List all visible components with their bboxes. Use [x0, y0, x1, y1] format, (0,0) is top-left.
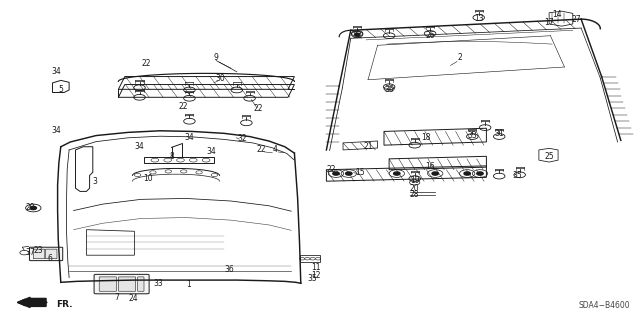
Text: 22: 22: [179, 102, 188, 111]
Text: 37: 37: [26, 248, 36, 256]
FancyBboxPatch shape: [94, 274, 149, 294]
Text: 24: 24: [128, 294, 138, 303]
FancyBboxPatch shape: [29, 247, 63, 261]
Text: 10: 10: [143, 174, 154, 183]
Circle shape: [333, 172, 339, 175]
Text: 12: 12: [311, 271, 320, 280]
Text: 36: 36: [224, 265, 234, 274]
Circle shape: [346, 172, 352, 175]
Text: 3: 3: [92, 177, 97, 186]
Text: 4: 4: [273, 145, 278, 154]
Text: 6: 6: [47, 254, 52, 263]
Text: 25: 25: [544, 152, 554, 161]
Text: SDA4−B4600: SDA4−B4600: [579, 301, 630, 310]
Text: 22: 22: [141, 59, 150, 68]
Text: 1: 1: [186, 280, 191, 289]
Text: 35: 35: [512, 171, 522, 180]
Text: 22: 22: [257, 145, 266, 154]
FancyBboxPatch shape: [45, 249, 57, 259]
Circle shape: [355, 33, 360, 36]
FancyBboxPatch shape: [99, 277, 116, 291]
Text: 23: 23: [33, 246, 44, 255]
Text: 17: 17: [544, 18, 554, 27]
Text: 26: 26: [425, 31, 435, 40]
FancyBboxPatch shape: [138, 277, 144, 291]
Text: 34: 34: [51, 67, 61, 76]
Text: 13: 13: [474, 14, 484, 23]
Text: 34: 34: [51, 126, 61, 135]
Text: 22: 22: [327, 165, 336, 174]
Text: 11: 11: [311, 263, 320, 272]
Text: 32: 32: [237, 134, 247, 143]
Text: 29: 29: [26, 203, 36, 212]
Text: 8: 8: [169, 152, 174, 161]
Text: 28: 28: [410, 190, 419, 199]
FancyBboxPatch shape: [118, 277, 136, 291]
Circle shape: [464, 172, 470, 175]
Text: 14: 14: [552, 10, 562, 19]
Text: 34: 34: [184, 133, 194, 142]
Text: 22: 22: [254, 104, 263, 113]
Text: 35: 35: [307, 274, 317, 283]
Circle shape: [30, 206, 36, 210]
Text: 27: 27: [571, 15, 581, 24]
FancyArrow shape: [17, 297, 46, 308]
Circle shape: [477, 172, 483, 175]
Text: 31: 31: [494, 130, 504, 138]
Text: 34: 34: [206, 147, 216, 156]
Text: 33: 33: [154, 279, 164, 288]
Text: FR.: FR.: [56, 300, 72, 308]
Text: 18: 18: [421, 133, 430, 142]
Text: 21: 21: [364, 142, 373, 151]
Text: 9: 9: [214, 53, 219, 62]
Text: 33: 33: [467, 131, 477, 140]
FancyBboxPatch shape: [33, 249, 45, 259]
Text: 15: 15: [355, 168, 365, 177]
Circle shape: [394, 172, 400, 175]
Text: 36: 36: [384, 85, 394, 94]
Text: 2: 2: [457, 53, 462, 62]
Circle shape: [432, 172, 438, 175]
Text: 16: 16: [425, 162, 435, 171]
Text: 19: 19: [410, 176, 420, 185]
Text: 20: 20: [410, 184, 420, 193]
Text: 7: 7: [115, 293, 120, 302]
Text: 32: 32: [352, 31, 362, 40]
Text: 5: 5: [58, 85, 63, 94]
Text: 30: 30: [215, 74, 225, 83]
Text: 34: 34: [134, 142, 145, 151]
